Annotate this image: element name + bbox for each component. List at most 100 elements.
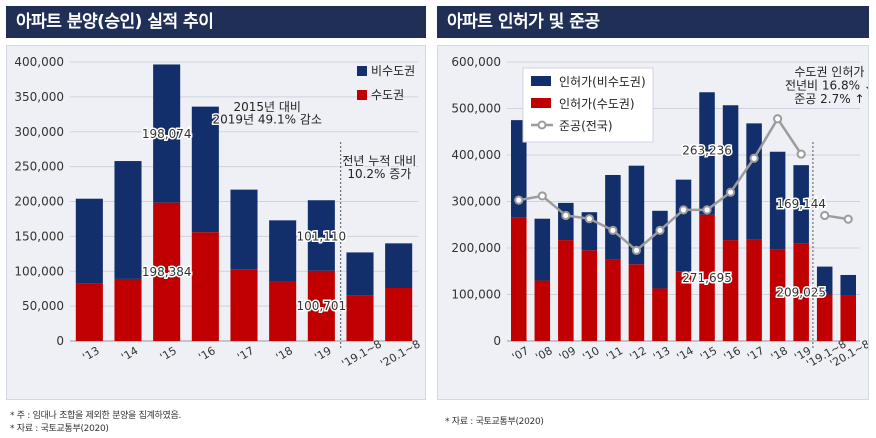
right-x-tick-label: '16 <box>722 344 743 364</box>
right-line-point <box>537 191 547 201</box>
left-y-tick-label: 150,000 <box>14 229 64 243</box>
left-bar <box>153 64 181 203</box>
right-x-tick-label: '12 <box>628 344 649 364</box>
right-line-point <box>584 214 594 224</box>
left-bar <box>346 295 374 341</box>
right-data-label: 209,025 <box>776 286 826 300</box>
left-bar <box>346 252 374 296</box>
left-legend-swatch <box>357 66 367 76</box>
left-y-tick-label: 400,000 <box>14 55 64 69</box>
left-data-label: 198,074 <box>142 127 192 141</box>
right-bar <box>652 210 668 289</box>
right-data-label: 263,236 <box>682 143 732 157</box>
left-data-label: 101,110 <box>297 229 347 243</box>
left-annotation: 2015년 대비 <box>233 100 300 114</box>
left-bar <box>385 287 413 341</box>
left-bar <box>191 106 219 233</box>
left-data-label: 100,701 <box>297 299 347 313</box>
left-chart-title: 아파트 분양(승인) 실적 추이 <box>6 6 426 38</box>
right-chart-title: 아파트 인허가 및 준공 <box>437 6 869 38</box>
left-x-tick-label: '15 <box>158 344 179 364</box>
right-annotation: 수도권 인허가 <box>794 65 864 79</box>
right-footnote-1: * 자료 : 국토교통부(2020) <box>445 417 544 427</box>
right-x-tick-label: '07 <box>510 344 531 364</box>
left-annotation: 2019년 49.1% 감소 <box>212 112 321 126</box>
right-bar <box>605 259 621 341</box>
right-legend-label: 준공(전국) <box>559 119 613 133</box>
right-bar <box>816 294 833 341</box>
right-x-tick-label: '17 <box>745 344 766 364</box>
right-x-tick-label: '15 <box>698 344 719 364</box>
left-legend-swatch <box>357 90 367 100</box>
right-line-point <box>820 210 830 221</box>
left-y-tick-label: 350,000 <box>14 90 64 104</box>
right-legend-swatch <box>531 98 551 108</box>
right-line-point <box>702 205 712 215</box>
right-bar <box>675 179 692 272</box>
left-bar <box>307 270 335 341</box>
right-bar <box>511 120 527 218</box>
left-y-tick-label: 200,000 <box>14 195 64 209</box>
right-line-point <box>631 245 642 255</box>
left-y-tick-label: 250,000 <box>14 160 64 174</box>
right-line-point <box>678 205 689 215</box>
right-legend-swatch <box>531 76 551 86</box>
left-footnote-2: * 자료 : 국토교통부(2020) <box>10 424 109 434</box>
right-bar <box>793 243 809 341</box>
left-annotation: 10.2% 증가 <box>347 167 411 181</box>
left-bar <box>75 283 103 341</box>
right-line-point <box>561 210 571 221</box>
right-data-label: 169,144 <box>776 197 826 211</box>
right-x-tick-label: '10 <box>580 344 601 364</box>
right-bar <box>699 214 715 341</box>
right-bar <box>628 165 645 265</box>
right-bar <box>534 218 551 281</box>
right-bar <box>699 92 715 215</box>
left-bar <box>307 200 335 271</box>
left-x-tick-label: '14 <box>119 344 140 364</box>
left-x-tick-label: '19 <box>312 344 333 364</box>
right-bar <box>793 165 809 244</box>
right-chart-svg: 0 100,000 200,000 300,000 400,000 500,000 600,… <box>451 55 875 371</box>
left-bar <box>269 281 297 341</box>
left-x-tick-label: '20.1~8 <box>378 337 422 370</box>
left-bar <box>114 161 142 279</box>
right-bar <box>558 240 574 341</box>
left-bar <box>75 198 103 284</box>
right-bar <box>769 249 786 341</box>
left-data-label: 198,384 <box>142 265 192 279</box>
right-y-tick-label: 0 <box>493 334 501 348</box>
right-line-point <box>843 214 853 224</box>
left-x-tick-label: '17 <box>235 344 256 364</box>
right-x-tick-label: '09 <box>557 344 578 364</box>
right-line-point <box>773 114 783 124</box>
right-y-tick-label: 300,000 <box>451 195 501 209</box>
right-bar <box>605 174 621 260</box>
right-chart-panel: 0 100,000 200,000 300,000 400,000 500,000 600,… <box>437 45 875 400</box>
right-line-point <box>514 195 524 205</box>
right-bar <box>722 105 739 241</box>
left-x-tick-label: '16 <box>196 344 217 364</box>
right-x-tick-label: '14 <box>675 344 696 364</box>
left-bar <box>191 232 219 341</box>
right-y-tick-label: 100,000 <box>451 288 501 302</box>
left-bar <box>153 202 181 341</box>
right-y-tick-label: 200,000 <box>451 241 501 255</box>
left-bar <box>114 278 142 341</box>
right-x-tick-label: '13 <box>651 344 672 364</box>
left-legend-label: 수도권 <box>371 88 404 102</box>
left-x-tick-label: '13 <box>80 344 101 364</box>
right-bar <box>558 202 574 241</box>
right-line-point <box>725 187 736 197</box>
right-line-point <box>796 149 806 159</box>
right-y-tick-label: 400,000 <box>451 148 501 162</box>
left-y-tick-label: 300,000 <box>14 125 64 139</box>
right-x-tick-label: '08 <box>533 344 554 364</box>
left-y-tick-label: 100,000 <box>14 264 64 278</box>
right-bar <box>816 266 833 295</box>
right-bar <box>769 151 786 250</box>
right-bar <box>746 239 762 341</box>
right-line-point <box>608 225 618 235</box>
left-bar <box>269 220 297 282</box>
right-annotation: 전년비 16.8% ↓ <box>785 78 868 92</box>
